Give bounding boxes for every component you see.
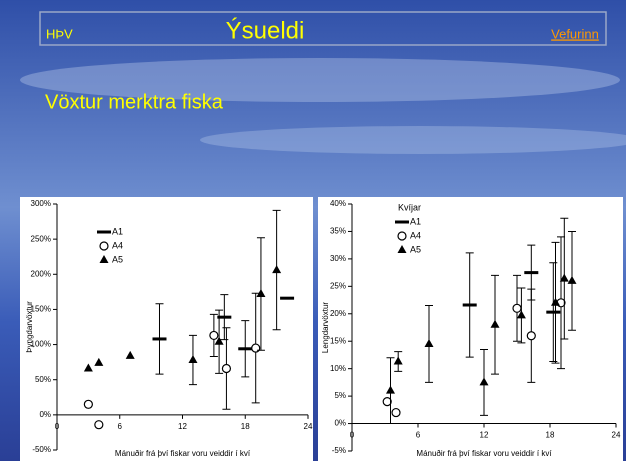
y-tick-label: 15% bbox=[330, 336, 346, 345]
legend-marker bbox=[97, 230, 111, 234]
legend-label: A1 bbox=[112, 226, 123, 236]
point bbox=[551, 297, 560, 306]
y-tick-label: -5% bbox=[332, 446, 346, 455]
point bbox=[462, 303, 477, 307]
chart-panel bbox=[20, 197, 313, 461]
header-title: Ýsueldi bbox=[226, 17, 305, 44]
point bbox=[188, 355, 198, 364]
legend-label: A1 bbox=[410, 216, 421, 226]
point bbox=[94, 420, 104, 430]
subtitle: Vöxtur merktra fiska bbox=[45, 91, 224, 113]
x-tick-label: 12 bbox=[178, 422, 187, 431]
title-box bbox=[39, 11, 607, 46]
cloud bbox=[20, 58, 620, 102]
legend-marker bbox=[99, 241, 109, 251]
point bbox=[512, 303, 522, 313]
legend-label: A5 bbox=[410, 244, 421, 254]
point bbox=[83, 363, 93, 372]
y-tick-label: 200% bbox=[31, 269, 51, 278]
legend-title: Kvíjar bbox=[398, 202, 421, 212]
legend-marker bbox=[99, 255, 109, 263]
point bbox=[567, 275, 577, 284]
point bbox=[238, 347, 253, 351]
point bbox=[526, 331, 536, 341]
y-tick-label: 300% bbox=[31, 199, 51, 208]
header-link[interactable]: Vefurinn bbox=[551, 26, 599, 41]
x-tick-label: 0 bbox=[55, 422, 60, 431]
cloud bbox=[200, 126, 626, 154]
point bbox=[391, 407, 401, 418]
y-tick-label: 40% bbox=[330, 199, 346, 208]
point bbox=[217, 315, 232, 319]
point bbox=[516, 310, 526, 319]
y-axis-label: Lengdarvöxtur bbox=[321, 302, 330, 353]
legend-marker bbox=[397, 231, 407, 241]
x-axis-label: Mánuðir frá því fiskar voru veiddir í kv… bbox=[416, 449, 552, 458]
point bbox=[251, 343, 261, 353]
point bbox=[83, 399, 93, 409]
y-tick-label: 5% bbox=[334, 391, 346, 400]
point bbox=[524, 271, 539, 275]
point bbox=[546, 310, 561, 314]
y-tick-label: 20% bbox=[330, 309, 346, 318]
point bbox=[152, 337, 167, 341]
point bbox=[214, 336, 224, 345]
point bbox=[125, 350, 135, 359]
point bbox=[209, 330, 219, 341]
y-tick-label: 35% bbox=[330, 227, 346, 236]
y-tick-label: 100% bbox=[31, 340, 51, 349]
chart-panel bbox=[318, 197, 623, 461]
point bbox=[386, 385, 395, 394]
y-tick-label: 50% bbox=[35, 375, 51, 384]
y-tick-label: 30% bbox=[330, 254, 346, 263]
point bbox=[280, 296, 295, 300]
header-left: HÞV bbox=[46, 26, 73, 41]
point bbox=[393, 356, 403, 365]
y-tick-label: 0% bbox=[39, 410, 51, 419]
legend-marker bbox=[397, 245, 407, 253]
y-tick-label: 0% bbox=[334, 419, 346, 428]
point bbox=[94, 357, 104, 366]
point bbox=[272, 265, 282, 274]
point bbox=[490, 319, 500, 328]
y-tick-label: 250% bbox=[31, 234, 51, 243]
legend-label: A4 bbox=[410, 230, 421, 240]
x-tick-label: 18 bbox=[546, 431, 555, 440]
x-tick-label: 24 bbox=[612, 431, 621, 440]
y-axis-label: Þyngdarvöxtur bbox=[25, 301, 34, 353]
point bbox=[221, 363, 232, 374]
y-tick-label: 25% bbox=[330, 281, 346, 290]
y-tick-label: 150% bbox=[31, 305, 51, 314]
point bbox=[256, 288, 266, 297]
legend-label: A5 bbox=[112, 254, 123, 264]
legend-label: A4 bbox=[112, 240, 123, 250]
x-tick-label: 24 bbox=[304, 422, 313, 431]
point bbox=[382, 397, 392, 407]
point bbox=[559, 273, 569, 282]
point bbox=[479, 377, 489, 386]
x-tick-label: 0 bbox=[350, 431, 355, 440]
x-axis-label: Mánuðir frá því fiskar voru veiddir í kv… bbox=[115, 449, 251, 458]
x-tick-label: 18 bbox=[241, 422, 250, 431]
point bbox=[424, 338, 434, 347]
y-tick-label: 10% bbox=[330, 364, 346, 373]
x-tick-label: 12 bbox=[480, 431, 489, 440]
x-tick-label: 6 bbox=[118, 422, 123, 431]
x-tick-label: 6 bbox=[416, 431, 421, 440]
y-tick-label: -50% bbox=[32, 445, 51, 454]
legend-marker bbox=[395, 220, 409, 224]
